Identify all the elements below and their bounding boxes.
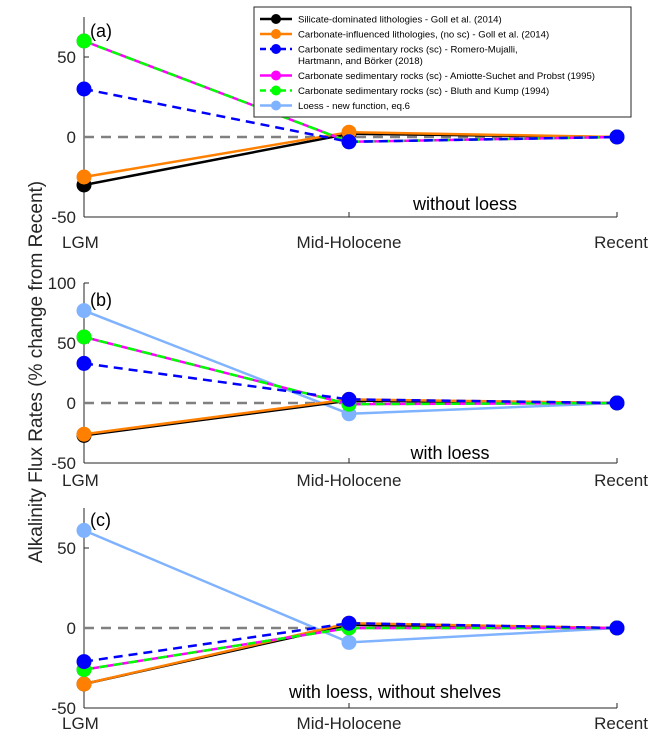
data-point [76, 329, 92, 345]
y-tick-label: 0 [67, 619, 76, 638]
legend-entry: Carbonate sedimentary rocks (sc) - Bluth… [260, 85, 549, 97]
data-point [76, 355, 92, 371]
legend-label: Carbonate-influenced lithologies, (no sc… [298, 30, 549, 41]
data-point [341, 634, 357, 650]
y-tick-label: 50 [57, 539, 76, 558]
y-tick-label: -50 [51, 454, 76, 473]
x-tick-label: LGM [62, 233, 99, 252]
data-point [76, 654, 92, 670]
legend-swatch-marker [271, 70, 281, 81]
data-point [609, 395, 625, 411]
legend-swatch-marker [271, 29, 281, 39]
data-point [341, 391, 357, 407]
panel-annotation: with loess, without shelves [288, 682, 501, 702]
legend: Silicate-dominated lithologies - Goll et… [253, 6, 632, 118]
panel-annotation: with loess [409, 443, 489, 463]
y-tick-label: 100 [48, 274, 76, 293]
data-point [341, 134, 357, 150]
x-tick-label: LGM [62, 714, 99, 733]
panel-annotation: without loess [412, 194, 517, 214]
panel-label: (a) [90, 21, 112, 41]
legend-entry: Carbonate sedimentary rocks (sc) - Romer… [260, 44, 518, 67]
x-tick-label: Mid-Holocene [297, 714, 402, 733]
panel-label: (b) [90, 290, 112, 310]
legend-swatch-marker [271, 100, 281, 111]
legend-label: Loess - new function, eq.6 [298, 101, 410, 112]
legend-label: Silicate-dominated lithologies - Goll et… [298, 15, 502, 26]
legend-entry: Loess - new function, eq.6 [260, 100, 410, 112]
panel-a: 50 0 -50 LGM Mid-Holocene Recent (a) without lo… [51, 17, 648, 252]
series-line [83, 39, 618, 144]
x-tick-label: Recent [594, 714, 648, 733]
data-point [609, 620, 625, 636]
data-point [341, 615, 357, 631]
y-tick-label: -50 [51, 208, 76, 227]
legend-box [253, 6, 632, 118]
y-tick-label: 50 [57, 48, 76, 67]
data-point [609, 129, 625, 145]
legend-label: Hartmann, and Börker (2018) [298, 56, 423, 67]
y-axis-label: Alkalinity Flux Rates (% change from Rec… [26, 181, 47, 563]
legend-label: Carbonate sedimentary rocks (sc) - Romer… [298, 45, 518, 56]
panel-label: (c) [90, 510, 111, 530]
legend-label: Carbonate sedimentary rocks (sc) - Amiot… [298, 71, 595, 82]
legend-entry: Silicate-dominated lithologies - Goll et… [260, 14, 502, 26]
y-tick-label: 50 [57, 334, 76, 353]
legend-swatch-marker [271, 14, 281, 24]
y-tick-label: -50 [51, 699, 76, 718]
y-tick-label: 0 [67, 394, 76, 413]
legend-entry: Carbonate-influenced lithologies, (no sc… [260, 29, 549, 41]
x-tick-label: Mid-Holocene [297, 471, 402, 490]
legend-entry: Carbonate sedimentary rocks (sc) - Amiot… [260, 70, 595, 82]
x-tick-label: Mid-Holocene [297, 233, 402, 252]
legend-swatch-marker [271, 44, 281, 54]
x-tick-label: LGM [62, 471, 99, 490]
data-point [76, 676, 92, 692]
legend-label: Carbonate sedimentary rocks (sc) - Bluth… [298, 86, 549, 97]
x-tick-label: Recent [594, 471, 648, 490]
legend-swatch-marker [271, 85, 281, 96]
data-point [76, 522, 92, 538]
y-tick-label: 0 [67, 128, 76, 147]
x-tick-label: Recent [594, 233, 648, 252]
data-point [76, 169, 92, 185]
data-point [76, 303, 92, 319]
data-point [76, 81, 92, 97]
data-point [76, 426, 92, 442]
data-point [76, 33, 92, 49]
